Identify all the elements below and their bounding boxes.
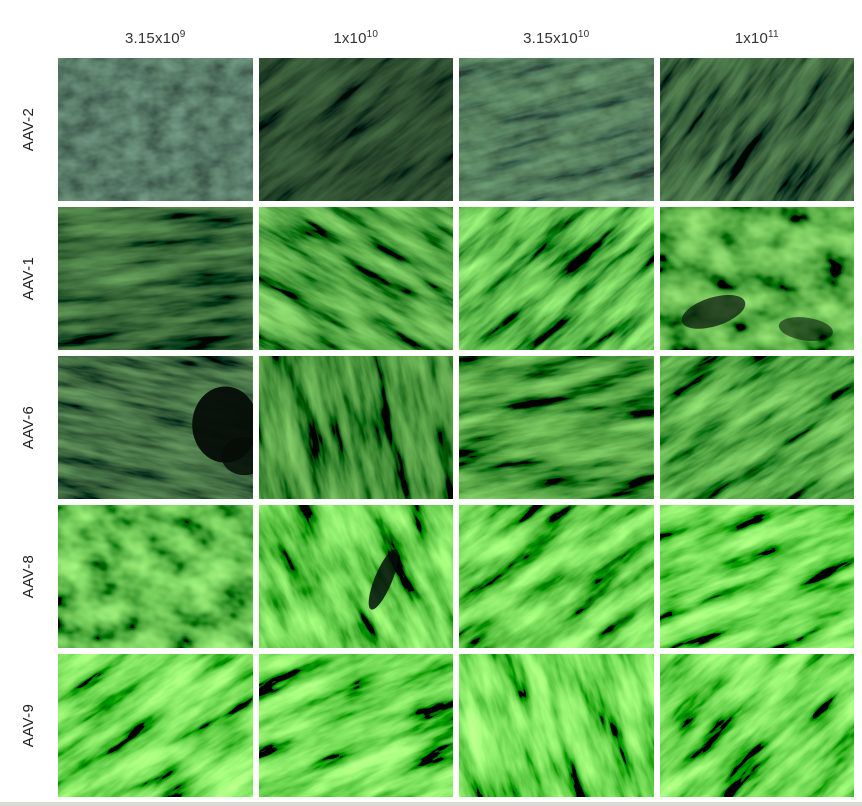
row-label-aav-6: AAV-6: [20, 405, 38, 450]
micrograph-aav-8-dose-2: [258, 505, 453, 648]
micrograph-aav-1-dose-2: [258, 207, 453, 350]
micrograph-aav-6-dose-4: [659, 356, 854, 499]
micrograph-aav-2-dose-1: [58, 58, 253, 201]
micrograph-aav-1-dose-4: [659, 207, 854, 350]
micrograph-aav-9-dose-1: [58, 654, 253, 797]
dose-value: 3.15x10: [523, 30, 578, 47]
dose-value: 3.15x10: [124, 30, 180, 47]
micrograph-aav-8-dose-3: [459, 505, 654, 648]
dose-exponent: 10: [577, 29, 590, 40]
micrograph-aav-2-dose-4: [659, 58, 854, 201]
micrograph-aav-1-dose-3: [459, 207, 654, 350]
micrograph-aav-2-dose-3: [459, 58, 654, 201]
column-header-dose-3: 3.15x1010: [459, 30, 654, 54]
row-labels: AAV-2 AAV-1 AAV-6 AAV-8 AAV-9: [0, 58, 58, 797]
micrograph-aav-1-dose-1: [58, 207, 253, 350]
column-header-dose-2: 1x1010: [259, 30, 454, 54]
micrograph-aav-6-dose-3: [459, 356, 654, 499]
micrograph-aav-6-dose-2: [258, 356, 453, 499]
dose-exponent: 9: [179, 29, 186, 40]
row-label-aav-8: AAV-8: [20, 554, 38, 599]
micrograph-aav-8-dose-1: [58, 505, 253, 648]
dose-exponent: 11: [768, 29, 779, 40]
row-label-aav-2: AAV-2: [20, 107, 38, 152]
column-headers: 3.15x109 1x1010 3.15x1010 1x1011: [58, 0, 854, 54]
micrograph-aav-8-dose-4: [659, 505, 854, 648]
row-label-aav-1: AAV-1: [20, 256, 38, 301]
row-label-aav-9: AAV-9: [20, 703, 38, 748]
dose-value: 1x10: [734, 30, 769, 47]
micrograph-aav-9-dose-2: [258, 654, 453, 797]
micrograph-grid: [58, 58, 854, 797]
micrograph-aav-2-dose-2: [258, 58, 453, 201]
figure-bottom-edge: [0, 802, 862, 806]
micrograph-aav-9-dose-3: [459, 654, 654, 797]
dose-value: 1x10: [333, 30, 367, 47]
micrograph-aav-9-dose-4: [659, 654, 854, 797]
column-header-dose-4: 1x1011: [660, 30, 855, 54]
micrograph-aav-6-dose-1: [58, 356, 253, 499]
dose-exponent: 10: [366, 29, 379, 40]
column-header-dose-1: 3.15x109: [58, 30, 253, 54]
